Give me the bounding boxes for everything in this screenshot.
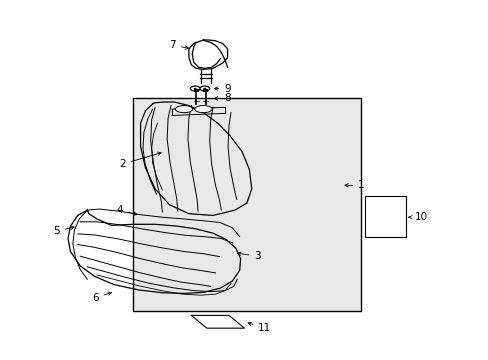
Ellipse shape — [203, 88, 206, 89]
Text: 1: 1 — [344, 180, 364, 190]
Ellipse shape — [200, 86, 209, 91]
Ellipse shape — [190, 86, 200, 91]
Text: 8: 8 — [214, 94, 230, 103]
Text: 10: 10 — [408, 212, 427, 222]
Text: 2: 2 — [119, 152, 161, 169]
Ellipse shape — [175, 105, 192, 113]
Bar — [133, 99, 360, 311]
Text: 6: 6 — [92, 292, 111, 303]
Ellipse shape — [194, 105, 212, 113]
Text: 9: 9 — [214, 84, 230, 94]
Text: 5: 5 — [53, 226, 74, 237]
Bar — [365, 196, 406, 237]
Text: 3: 3 — [237, 251, 260, 261]
Text: 11: 11 — [247, 322, 271, 333]
Bar — [193, 89, 198, 92]
Bar — [203, 89, 208, 92]
Ellipse shape — [193, 88, 196, 89]
Text: 4: 4 — [116, 205, 137, 215]
Text: 7: 7 — [169, 40, 188, 50]
